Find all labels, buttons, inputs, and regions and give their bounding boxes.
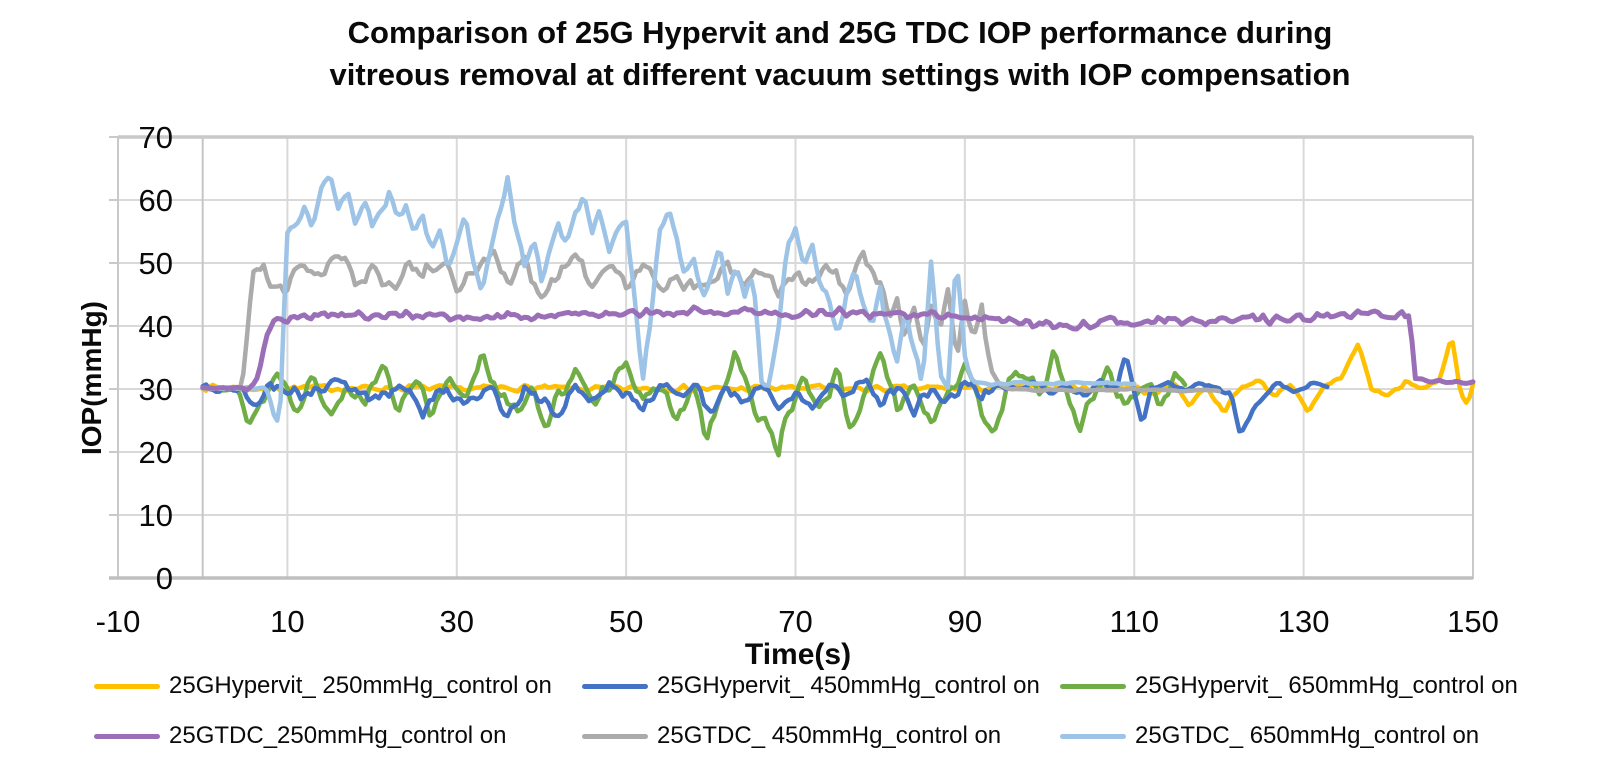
series-line-tdc-650 — [200, 174, 1137, 423]
legend-item-tdc-450: 25GTDC_ 450mmHg_control on — [582, 722, 1001, 750]
chart-title-line1: Comparison of 25G Hypervit and 25G TDC I… — [347, 15, 1333, 50]
y-tick-label: 20 — [139, 435, 173, 470]
x-tick-label: 30 — [440, 604, 474, 639]
x-tick-label: 130 — [1278, 604, 1330, 639]
legend-item-hypervit-450: 25GHypervit_ 450mmHg_control on — [582, 672, 1040, 700]
legend-line-swatch — [94, 683, 160, 689]
x-tick-label: 70 — [778, 604, 812, 639]
legend-item-hypervit-650: 25GHypervit_ 650mmHg_control on — [1060, 672, 1518, 700]
legend-item-hypervit-250: 25GHypervit_ 250mmHg_control on — [94, 672, 552, 700]
x-tick-label: 90 — [948, 604, 982, 639]
legend-label: 25GHypervit_ 450mmHg_control on — [657, 672, 1040, 699]
y-tick-label: 30 — [139, 372, 173, 407]
chart-title: Comparison of 25G Hypervit and 25G TDC I… — [80, 12, 1600, 96]
x-tick-label: 150 — [1447, 604, 1499, 639]
x-tick-label: 110 — [1110, 604, 1159, 639]
x-tick-label: -10 — [96, 604, 141, 639]
legend-label: 25GTDC_250mmHg_control on — [169, 722, 507, 749]
legend-label: 25GHypervit_ 650mmHg_control on — [1135, 672, 1518, 699]
legend-label: 25GTDC_ 450mmHg_control on — [657, 722, 1002, 749]
y-axis-title: IOP(mmHg) — [76, 301, 107, 455]
y-tick-label: 10 — [139, 498, 173, 533]
y-tick-label: 50 — [139, 246, 173, 281]
y-tick-label: 0 — [156, 561, 173, 596]
legend-label: 25GHypervit_ 250mmHg_control on — [169, 672, 552, 699]
legend-line-swatch — [582, 733, 648, 739]
series-line-hypervit-450 — [200, 357, 1330, 434]
x-tick-label: 50 — [609, 604, 643, 639]
y-tick-label: 40 — [139, 309, 173, 344]
legend-line-swatch — [1060, 733, 1126, 739]
legend-line-swatch — [582, 683, 648, 689]
chart-title-line2: vitreous removal at different vacuum set… — [329, 57, 1351, 92]
legend-item-tdc-250: 25GTDC_250mmHg_control on — [94, 722, 507, 750]
x-axis-title: Time(s) — [744, 638, 852, 671]
y-tick-label: 60 — [139, 183, 173, 218]
series-line-hypervit-650 — [200, 349, 1188, 458]
legend-label: 25GTDC_ 650mmHg_control on — [1135, 722, 1480, 749]
legend-item-tdc-650: 25GTDC_ 650mmHg_control on — [1060, 722, 1479, 750]
y-tick-label: 70 — [139, 120, 173, 155]
series-line-tdc-250 — [200, 304, 1476, 393]
legend-line-swatch — [1060, 683, 1126, 689]
legend-line-swatch — [94, 733, 160, 739]
x-tick-label: 10 — [270, 604, 304, 639]
